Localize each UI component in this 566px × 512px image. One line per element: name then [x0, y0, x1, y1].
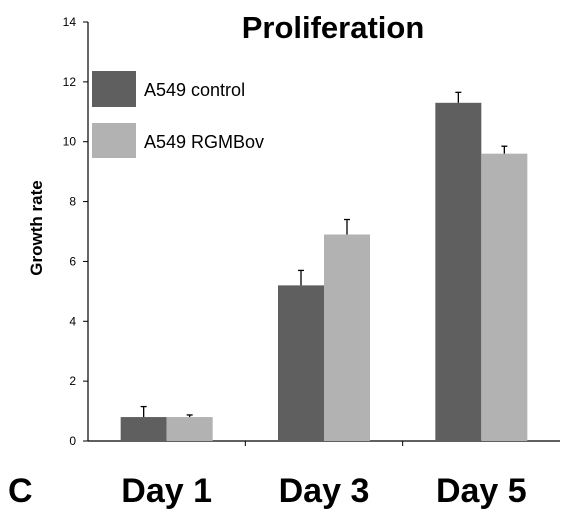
legend-swatch-rgmbov	[92, 123, 136, 158]
bars	[121, 103, 528, 441]
legend-label-control: A549 control	[144, 80, 245, 100]
y-tick-label: 8	[69, 195, 76, 209]
bar	[121, 417, 167, 441]
y-tick-label: 0	[69, 434, 76, 448]
chart-title: Proliferation	[242, 10, 425, 45]
y-tick-label: 10	[63, 135, 77, 149]
panel-label: C	[8, 472, 33, 510]
category-labels: Day 1 Day 3 Day 5	[121, 472, 526, 510]
y-tick-label: 2	[69, 374, 76, 388]
x-tick-label: Day 5	[436, 472, 527, 510]
y-tick-label: 4	[69, 314, 76, 328]
x-tick-label: Day 3	[279, 472, 370, 510]
bar	[324, 234, 370, 441]
bar	[278, 285, 324, 441]
legend-swatch-control	[92, 71, 136, 107]
y-tick-label: 14	[63, 15, 77, 29]
x-tick-label: Day 1	[121, 472, 212, 510]
bar	[435, 103, 481, 441]
bar	[481, 154, 527, 441]
bar	[167, 417, 213, 441]
legend: A549 control A549 RGMBov	[92, 71, 264, 158]
y-tick-label: 12	[63, 75, 77, 89]
y-tick-label: 6	[69, 254, 76, 268]
y-axis-label: Growth rate	[27, 180, 46, 275]
legend-label-rgmbov: A549 RGMBov	[144, 132, 264, 152]
